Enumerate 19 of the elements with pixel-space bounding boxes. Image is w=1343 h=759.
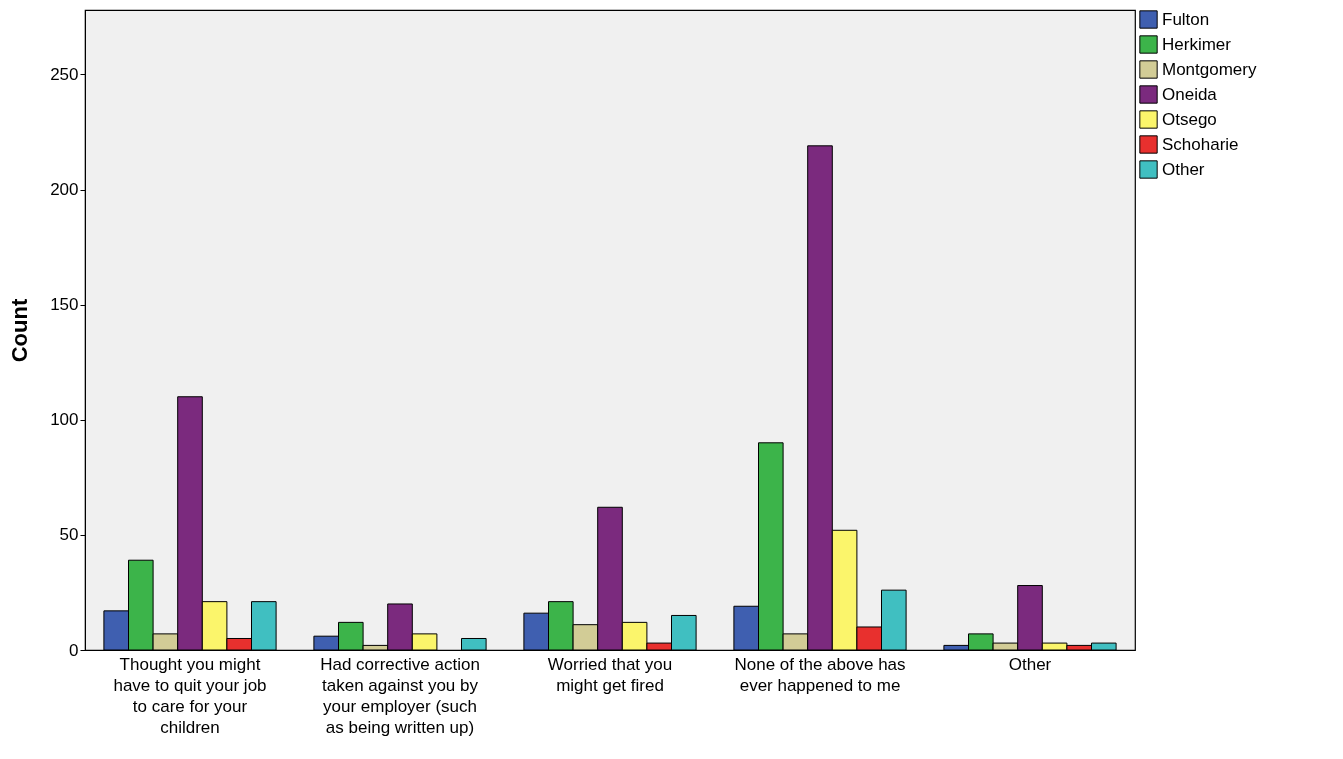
x-tick-label: Worried that you might get fired	[547, 654, 673, 695]
legend-label: Schoharie	[1162, 134, 1239, 154]
x-tick-label: Thought you might have to quit your job to care for your children	[113, 654, 267, 737]
y-tick-label: 50	[59, 525, 79, 545]
y-tick-label: 150	[50, 295, 79, 315]
x-tick-label: None of the above has ever happened to me	[734, 654, 906, 695]
legend-label: Fulton	[1162, 9, 1210, 29]
x-tick-label: Other	[1008, 654, 1052, 674]
y-axis-title: Count	[7, 298, 33, 363]
x-tick-label: Had corrective action taken against you by your employer (such as being written up)	[320, 654, 480, 737]
legend-label: Otsego	[1162, 109, 1217, 129]
y-tick-label: 200	[50, 180, 79, 200]
legend-label: Herkimer	[1162, 34, 1232, 54]
legend-label: Montgomery	[1162, 59, 1257, 79]
legend-label: Other	[1162, 159, 1205, 179]
y-tick-label: 100	[50, 410, 79, 430]
legend-label: Oneida	[1162, 84, 1218, 104]
y-tick-label: 0	[69, 640, 79, 660]
y-tick-label: 250	[50, 64, 79, 84]
